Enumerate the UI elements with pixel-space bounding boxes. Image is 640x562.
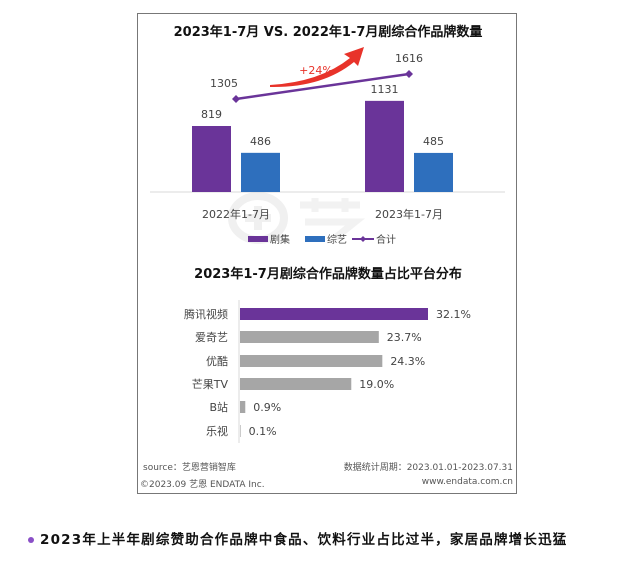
chart1-x-tick: 2023年1-7月	[375, 207, 443, 221]
chart1-bar	[365, 100, 404, 192]
chart1-title: 2023年1-7月 VS. 2022年1-7月剧综合作品牌数量	[174, 24, 483, 40]
chart-card	[137, 13, 517, 494]
chart1-total-line	[235, 72, 410, 101]
legend-label: 综艺	[327, 233, 347, 246]
chart2-bar	[240, 355, 383, 367]
chart1-bar	[241, 152, 280, 192]
chart1-total-label: 1305	[210, 77, 238, 90]
growth-arrow-icon	[270, 47, 364, 88]
chart2-bar	[240, 308, 428, 320]
website-text: www.endata.com.cn	[421, 477, 513, 487]
growth-annotation: +24%	[299, 64, 333, 77]
period-text: 数据统计周期：2023.01.01-2023.07.31	[343, 463, 513, 473]
legend-swatch-icon	[305, 236, 325, 242]
chart1-total-label: 1616	[395, 52, 423, 65]
chart1-bar-label: 485	[423, 135, 444, 148]
chart1-bar-label: 819	[201, 108, 222, 121]
legend-label: 剧集	[270, 233, 290, 246]
watermark-logo	[228, 192, 289, 244]
bullet-text: 2023年上半年剧综赞助合作品牌中食品、饮料行业占比过半，家居品牌增长迅猛	[40, 532, 568, 548]
legend-swatch-icon	[248, 236, 268, 242]
chart2-category-label: 乐视	[206, 424, 228, 438]
chart2-value-label: 0.9%	[253, 401, 281, 414]
bullet-dot-icon	[28, 537, 34, 543]
legend-marker-icon	[360, 236, 366, 242]
watermark-mark	[300, 198, 365, 241]
chart1-bar	[414, 152, 453, 192]
chart1-bar	[192, 126, 231, 192]
legend-label: 合计	[376, 233, 396, 246]
chart1-total-point	[232, 95, 240, 103]
chart2-category-label: 优酷	[206, 355, 228, 368]
chart2-title: 2023年1-7月剧综合作品牌数量占比平台分布	[194, 266, 462, 282]
chart2-value-label: 0.1%	[249, 425, 277, 438]
chart2-value-label: 19.0%	[359, 378, 394, 391]
chart2-value-label: 24.3%	[390, 355, 425, 368]
chart1-total-point	[405, 70, 413, 78]
chart1-bar-label: 1131	[371, 83, 399, 96]
chart2-category-label: 腾讯视频	[184, 307, 228, 321]
chart2-bar	[240, 378, 352, 390]
copyright-text: ©2023.09 艺恩 ENDATA Inc.	[140, 480, 265, 490]
chart2-bar	[240, 331, 379, 343]
chart2-category-label: 爱奇艺	[195, 331, 228, 344]
chart2-category-label: B站	[209, 400, 228, 414]
chart2-bar	[240, 401, 246, 413]
chart1-x-tick: 2022年1-7月	[202, 207, 270, 221]
chart2-value-label: 23.7%	[387, 331, 422, 344]
chart2-value-label: 32.1%	[436, 308, 471, 321]
chart2-bar	[240, 425, 241, 437]
bullet-headline: 2023年上半年剧综赞助合作品牌中食品、饮料行业占比过半，家居品牌增长迅猛	[28, 528, 567, 548]
chart2-category-label: 芒果TV	[192, 378, 229, 391]
chart1-bar-label: 486	[250, 135, 271, 148]
source-text: source：艺恩营销智库	[143, 463, 236, 473]
